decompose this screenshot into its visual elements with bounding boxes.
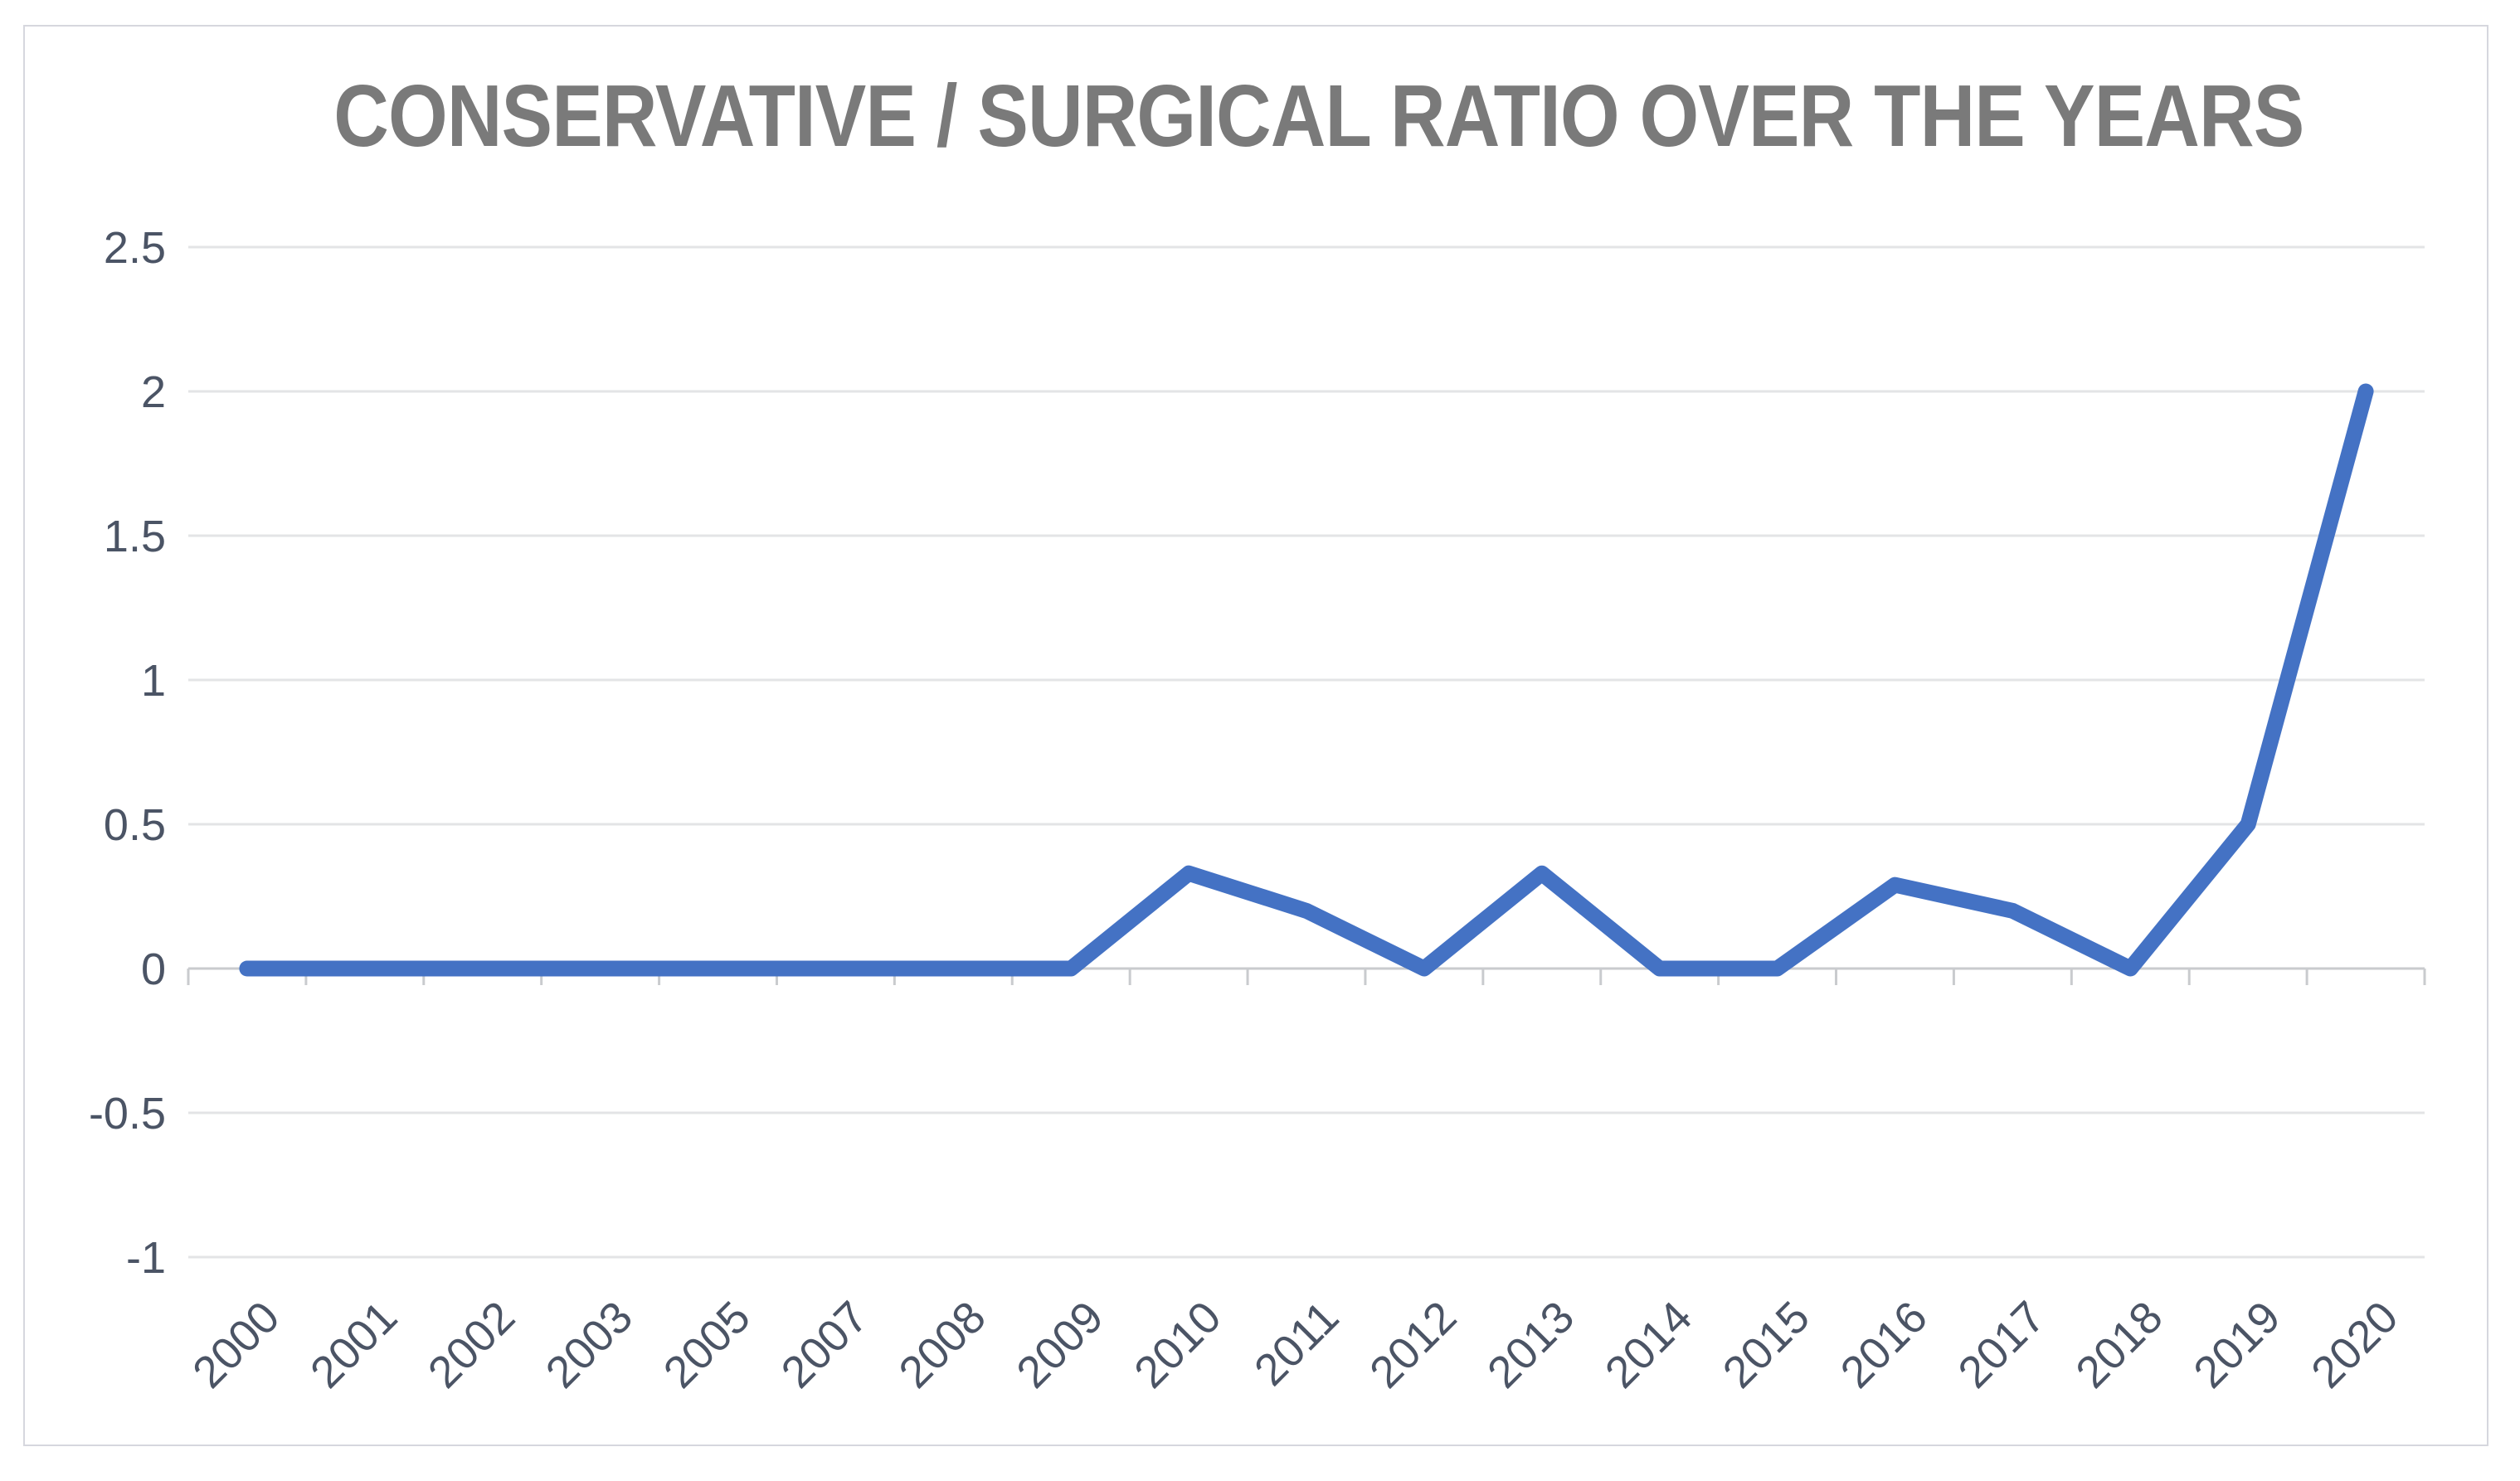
x-axis-tick-label: 2007 [772,1292,878,1397]
x-axis-tick-label: 2005 [654,1292,760,1397]
chart-title: CONSERVATIVE / SURGICAL RATIO OVER THE Y… [333,67,2304,165]
x-axis-tick-label: 2018 [2066,1292,2172,1397]
y-axis-tick-label: 2.5 [104,223,166,273]
x-axis-tick-label: 2020 [2302,1292,2407,1397]
y-axis-tick-label: -0.5 [89,1089,166,1139]
x-axis-tick-label: 2014 [1596,1292,1701,1397]
series-line [239,383,2374,977]
x-axis-tick-label: 2002 [419,1292,524,1397]
y-axis-tick-label: 0 [141,944,166,994]
x-axis-tick-label: 2011 [1245,1292,1349,1396]
x-axis-tick-label: 2010 [1125,1292,1230,1397]
x-axis-tick-label: 2019 [2184,1292,2289,1397]
chart-frame [23,25,2488,1446]
x-axis-tick-label: 2017 [1948,1292,2054,1397]
x-axis-tick-label: 2009 [1007,1292,1112,1397]
y-axis-tick-label: 2 [141,367,166,417]
x-axis-tick-label: 2015 [1714,1292,1819,1397]
y-axis-tick-label: 1 [141,656,166,706]
x-axis-tick-label: 2016 [1832,1292,1937,1397]
x-axis-tick-label: 2003 [537,1292,642,1397]
y-axis-tick-label: 1.5 [104,512,166,561]
y-axis-tick-label: 0.5 [104,800,166,850]
y-axis-tick-label: -1 [126,1233,166,1283]
x-axis-tick-label: 2001 [301,1292,406,1397]
x-axis-tick-label: 2000 [183,1292,289,1397]
x-axis-tick-label: 2008 [889,1292,995,1397]
x-axis-tick-label: 2012 [1360,1292,1466,1397]
x-axis-tick-label: 2013 [1478,1292,1584,1397]
